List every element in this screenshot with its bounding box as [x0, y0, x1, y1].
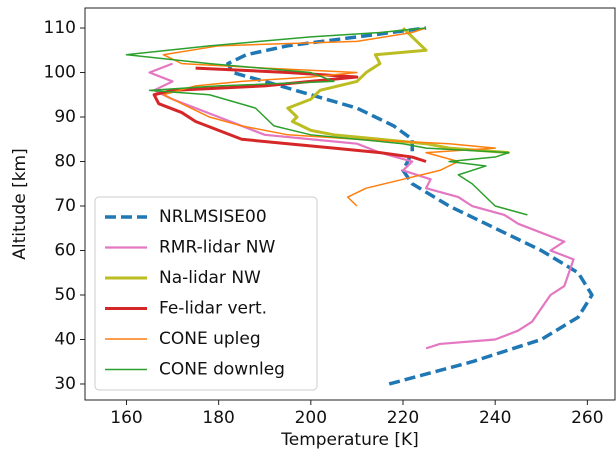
data-line — [286, 26, 510, 155]
x-tick-label: 240 — [479, 408, 511, 428]
y-tick-label: 90 — [54, 107, 76, 127]
y-tick-label: 30 — [54, 374, 76, 394]
data-line — [125, 27, 528, 216]
x-tick-label: 200 — [295, 408, 327, 428]
legend-label: NRLMSISE00 — [159, 207, 267, 227]
legend-label: Na-lidar NW — [159, 268, 261, 288]
plot-frame — [84, 7, 616, 401]
legend-label: RMR-lidar NW — [159, 238, 276, 258]
y-axis-label: Altitude [km] — [10, 148, 30, 260]
y-tick-label: 100 — [44, 63, 76, 83]
legend-box — [94, 196, 318, 391]
data-line — [148, 62, 575, 350]
legend-label: Fe-lidar vert. — [159, 299, 267, 319]
legend-label: CONE upleg — [159, 329, 261, 349]
data-line — [152, 66, 427, 163]
x-axis-label: Temperature [K] — [280, 430, 419, 450]
legend-label: CONE downleg — [159, 360, 285, 380]
y-tick-label: 40 — [54, 329, 76, 349]
y-tick-label: 110 — [44, 18, 76, 38]
data-line — [162, 27, 496, 207]
y-tick-label: 80 — [54, 152, 76, 172]
y-tick-label: 70 — [54, 196, 76, 216]
x-tick-label: 160 — [110, 408, 142, 428]
y-tick-label: 50 — [54, 285, 76, 305]
x-tick-label: 180 — [202, 408, 234, 428]
y-tick-label: 60 — [54, 240, 76, 260]
x-tick-label: 260 — [571, 408, 603, 428]
x-tick-label: 220 — [387, 408, 419, 428]
